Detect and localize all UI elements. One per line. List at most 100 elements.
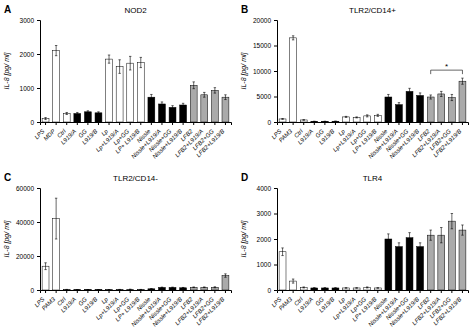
bar [311,288,318,290]
error-bar-cap [171,105,173,106]
x-tick-mark [398,122,399,125]
y-axis-label: IL-8 [pg/ ml] [3,51,11,89]
error-bar-cap [408,232,410,233]
bar [53,51,60,122]
error-bar-cap [66,112,68,113]
x-tick: L919/B [81,122,99,146]
bar [321,288,328,290]
error-bar [214,88,216,93]
chart-container: 0100020003000LPSMDPCtrlL919/AGGL919/BLpL… [0,0,474,336]
y-axis: 0100020003000 [20,17,41,126]
x-tick-label: L919/B [81,128,99,146]
error-bar-cap [419,250,421,251]
error-bar-cap [108,289,110,290]
error-bar-stem [193,286,194,288]
x-tick-mark [441,290,442,293]
bar [159,287,166,290]
error-bar-cap [398,250,400,251]
bracket: * [431,62,463,74]
error-bar-cap [313,287,315,288]
error-bar-stem [420,243,421,251]
error-bar-stem [462,78,463,84]
error-bar-stem [377,287,378,289]
error-bar [129,289,131,290]
x-tick-mark [77,290,78,293]
x-tick-label: LFB2+L919/B [195,128,225,158]
y-axis-line [274,189,278,291]
error-bar [324,121,326,122]
x-axis-line [41,123,232,126]
y-tick-label: 2000 [20,51,35,58]
error-bar-cap [129,289,131,290]
error-bar [66,112,68,114]
error-bar-cap [292,279,294,280]
error-bar [87,111,89,113]
error-bar-cap [429,230,431,231]
error-bar-stem [214,287,215,288]
plot-area [279,214,466,291]
x-tick-label: L919/A [60,296,78,314]
error-bar [118,60,120,74]
error-bar-stem [56,198,57,239]
x-tick-mark [430,122,431,125]
error-bar [161,102,163,106]
error-bar [182,103,184,106]
y-tick-mark [274,97,277,98]
x-tick-mark [430,290,431,293]
x-tick-mark [451,290,452,293]
error-bar-stem [324,287,325,289]
error-bar-cap [461,84,463,85]
error-bar-cap [87,289,89,290]
error-bar-stem [303,119,304,121]
y-tick-label: 4000 [257,185,272,192]
x-tick-mark [282,122,283,125]
error-bar-cap [377,287,379,288]
x-tick-mark [151,122,152,125]
error-bar [281,248,283,256]
error-bar-stem [441,91,442,96]
error-bar-cap [398,242,400,243]
error-bar-cap [440,242,442,243]
bar [300,287,307,290]
error-bar [387,234,389,244]
error-bar [97,289,99,290]
bar [222,97,229,122]
x-tick-label: PAM3 [278,296,294,312]
error-bar-cap [76,289,78,290]
x-tick-mark [183,122,184,125]
x-tick-label: LFB2+L919/B [195,296,225,326]
error-bar-cap [203,287,205,288]
error-bar-cap [303,119,305,120]
x-tick-mark [183,290,184,293]
x-tick-mark [130,122,131,125]
error-bar-cap [461,224,463,225]
error-bar [303,119,305,121]
y-tick-label: 0 [267,287,271,294]
error-bar-stem [409,88,410,94]
error-bar-cap [451,100,453,101]
error-bar-cap [408,94,410,95]
error-bar-cap [87,289,89,290]
x-tick-mark [98,290,99,293]
error-bar-cap [192,81,194,82]
plot-area [279,36,466,122]
error-bar-cap [440,96,442,97]
error-bar-stem [140,289,141,290]
error-bar-cap [108,63,110,64]
bar [84,289,91,290]
x-tick-mark [367,122,368,125]
bar [321,121,328,122]
x-tick-label: L919/A [297,128,315,146]
y-tick-mark [37,54,40,55]
error-bar-cap [55,198,57,199]
error-bar-stem [172,106,173,109]
error-bar-cap [334,287,336,288]
x-tick: LFB2+L919/B [432,290,462,326]
x-tick: LFB2+L919/B [432,122,462,158]
error-bar-stem [225,274,226,277]
bar [127,289,134,290]
y-tick-label: 3000 [257,210,272,217]
error-bar-stem [204,286,205,288]
x-tick-mark [398,290,399,293]
y-tick-mark [37,222,40,223]
